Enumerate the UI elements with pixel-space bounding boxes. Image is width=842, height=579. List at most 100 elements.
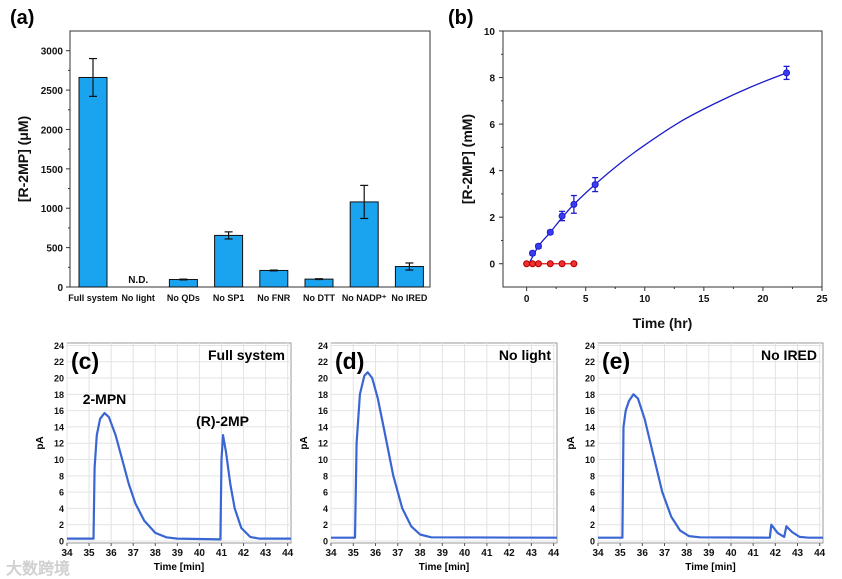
y-tick-label: 2000 bbox=[41, 125, 64, 136]
fit-curve-blue bbox=[528, 72, 787, 265]
data-point-blue bbox=[534, 242, 542, 250]
x-tick-label: 5 bbox=[583, 294, 589, 305]
x-tick-label: No NADP⁺ bbox=[342, 293, 387, 303]
y-tick-label: 14 bbox=[585, 422, 595, 432]
y-tick-label: 4 bbox=[590, 504, 595, 514]
y-tick-label: 3000 bbox=[41, 47, 64, 58]
y-tick-label: 6 bbox=[489, 120, 495, 131]
y-axis-label: pA bbox=[299, 436, 310, 449]
x-tick-label: 35 bbox=[84, 548, 96, 559]
y-tick-label: 6 bbox=[59, 488, 64, 498]
y-tick-label: 0 bbox=[59, 537, 64, 547]
x-axis-label: Time [min] bbox=[685, 562, 735, 573]
x-tick-label: 36 bbox=[106, 548, 118, 559]
x-tick-label: 40 bbox=[725, 548, 737, 559]
x-tick-label: 42 bbox=[504, 548, 516, 559]
panel-title: No light bbox=[499, 347, 551, 363]
y-tick-label: 14 bbox=[318, 422, 328, 432]
x-tick-label: 40 bbox=[194, 548, 206, 559]
x-axis-label: Time [min] bbox=[154, 562, 204, 573]
x-tick-label: 25 bbox=[816, 294, 828, 305]
x-tick-label: 44 bbox=[282, 548, 294, 559]
plot-frame bbox=[502, 30, 823, 288]
x-tick-label: 39 bbox=[437, 548, 449, 559]
y-tick-label: 22 bbox=[54, 357, 64, 367]
x-tick-label: No FNR bbox=[257, 293, 290, 303]
y-tick-label: 20 bbox=[54, 374, 64, 384]
chromatogram-trace bbox=[331, 371, 558, 539]
x-tick-label: 39 bbox=[172, 548, 184, 559]
y-tick-label: 500 bbox=[46, 244, 63, 255]
y-tick-label: 6 bbox=[590, 488, 595, 498]
y-tick-label: 24 bbox=[318, 341, 328, 351]
x-tick-label: 38 bbox=[150, 548, 162, 559]
panel-title: No IRED bbox=[761, 347, 817, 363]
data-point-blue bbox=[529, 249, 537, 257]
y-tick-label: 22 bbox=[585, 357, 595, 367]
x-tick-label: 43 bbox=[792, 548, 804, 559]
peak-label: 2-MPN bbox=[83, 391, 127, 407]
x-tick-label: No DTT bbox=[303, 293, 335, 303]
panel-b: (b) 0 5 10 15 20 25 0 2 4 6 8 10 Time (hr) [R-2MP] (mM… bbox=[448, 7, 828, 331]
x-tick-label: 44 bbox=[548, 548, 560, 559]
bar bbox=[168, 279, 198, 288]
x-tick-label: 42 bbox=[238, 548, 250, 559]
y-tick-label: 14 bbox=[54, 422, 64, 432]
panel-a: (a) 0 500 1000 1500 2000 2500 3000 [R-2MP] (μM) F… bbox=[10, 7, 431, 303]
y-tick-label: 18 bbox=[54, 390, 64, 400]
bar bbox=[304, 278, 334, 288]
chromatogram-trace bbox=[598, 393, 823, 539]
y-tick-label: 12 bbox=[318, 439, 328, 449]
y-tick-label: 16 bbox=[585, 406, 595, 416]
x-tick-label: 38 bbox=[415, 548, 427, 559]
bar bbox=[214, 234, 244, 288]
y-tick-label: 18 bbox=[318, 390, 328, 400]
x-tick-label: 43 bbox=[260, 548, 272, 559]
nd-annotation: N.D. bbox=[128, 275, 148, 286]
x-tick-label: 37 bbox=[392, 548, 404, 559]
y-tick-label: 16 bbox=[318, 406, 328, 416]
data-point-blue bbox=[558, 212, 566, 220]
chromatogram-panel-c: 34 35 36 37 38 39 40 41 42 43 44024681012141618202… bbox=[35, 341, 294, 573]
x-axis-label: Time (hr) bbox=[633, 315, 693, 331]
y-tick-label: 12 bbox=[585, 439, 595, 449]
x-tick-label: 0 bbox=[524, 294, 530, 305]
y-axis-label: [R-2MP] (μM) bbox=[15, 116, 31, 202]
y-tick-label: 8 bbox=[323, 471, 328, 481]
y-tick-label: 4 bbox=[59, 504, 64, 514]
y-tick-label: 2500 bbox=[41, 86, 64, 97]
data-point-red bbox=[534, 260, 542, 268]
y-axis-label: pA bbox=[35, 436, 46, 449]
y-tick-label: 8 bbox=[59, 471, 64, 481]
x-tick-label: 10 bbox=[639, 294, 651, 305]
panel-label: (c) bbox=[71, 348, 99, 374]
x-tick-label: 36 bbox=[370, 548, 382, 559]
y-tick-label: 2 bbox=[489, 213, 495, 224]
y-tick-label: 0 bbox=[323, 537, 328, 547]
y-tick-label: 0 bbox=[57, 283, 63, 294]
x-tick-label: 37 bbox=[128, 548, 140, 559]
y-tick-label: 24 bbox=[54, 341, 64, 351]
y-tick-label: 18 bbox=[585, 390, 595, 400]
y-tick-label: 6 bbox=[323, 488, 328, 498]
x-tick-label: 15 bbox=[698, 294, 710, 305]
y-tick-label: 10 bbox=[484, 27, 496, 38]
y-tick-label: 20 bbox=[318, 374, 328, 384]
x-tick-label: Full system bbox=[68, 293, 118, 303]
panel-title: Full system bbox=[208, 347, 285, 363]
data-point-blue bbox=[570, 200, 578, 208]
data-point-blue bbox=[546, 228, 554, 236]
data-point-red bbox=[523, 260, 531, 268]
x-tick-label: 36 bbox=[637, 548, 649, 559]
chromatogram-trace bbox=[67, 412, 291, 541]
x-tick-label: 38 bbox=[681, 548, 693, 559]
y-tick-label: 4 bbox=[489, 167, 495, 178]
x-tick-label: 41 bbox=[481, 548, 493, 559]
data-point-red bbox=[529, 260, 537, 268]
y-tick-label: 2 bbox=[59, 520, 64, 530]
y-tick-label: 16 bbox=[54, 406, 64, 416]
panel-label: (d) bbox=[335, 348, 364, 374]
y-tick-label: 4 bbox=[323, 504, 328, 514]
data-point-red bbox=[570, 260, 578, 268]
